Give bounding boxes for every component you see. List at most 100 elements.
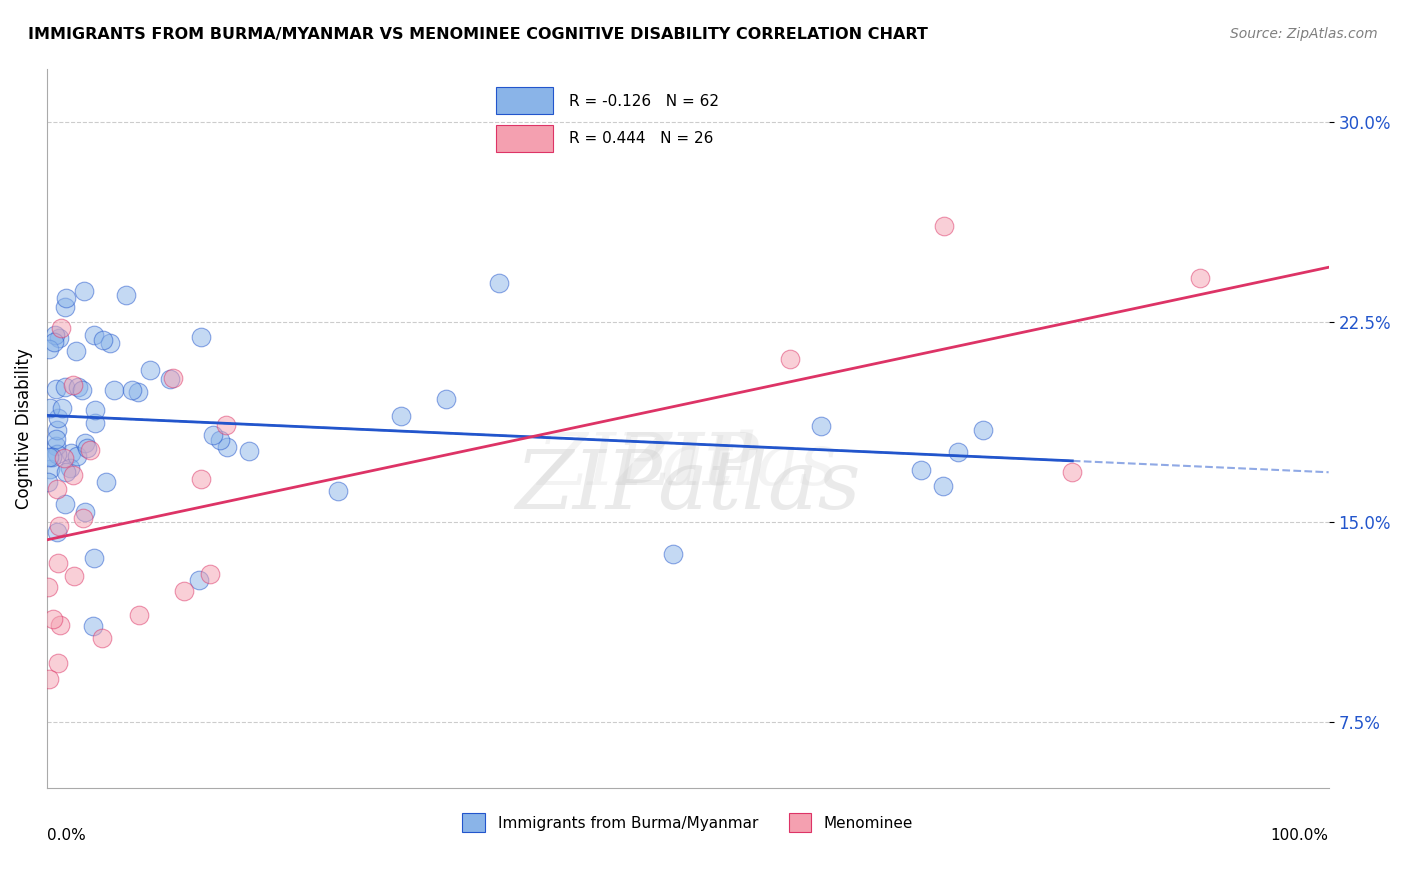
Point [162, 371, 184, 385]
Point [37, 475, 59, 490]
Point [39, 462, 62, 476]
Point [946, 445, 969, 459]
Point [103, 384, 125, 398]
Point [215, 417, 238, 432]
Point [55, 291, 77, 305]
Point [46, 556, 69, 570]
Point [38, 343, 60, 357]
Point [1189, 270, 1212, 285]
Point [45, 433, 67, 447]
Point [810, 419, 832, 434]
Point [91, 333, 114, 347]
Y-axis label: Cognitive Disability: Cognitive Disability [15, 348, 32, 508]
Legend: Immigrants from Burma/Myanmar, Menominee: Immigrants from Burma/Myanmar, Menominee [457, 807, 920, 838]
Point [53, 380, 76, 394]
Point [128, 607, 150, 622]
Point [83, 327, 105, 342]
Point [73, 435, 96, 450]
Point [910, 463, 932, 477]
Point [79, 443, 101, 458]
Point [82, 619, 104, 633]
Point [190, 472, 212, 486]
Text: Source: ZipAtlas.com: Source: ZipAtlas.com [1230, 27, 1378, 41]
Point [55, 465, 77, 479]
Point [389, 409, 412, 423]
Point [215, 440, 238, 454]
Point [44, 328, 66, 343]
Point [59, 446, 82, 460]
Point [49, 617, 72, 632]
Point [238, 443, 260, 458]
Text: IMMIGRANTS FROM BURMA/MYANMAR VS MENOMINEE COGNITIVE DISABILITY CORRELATION CHAR: IMMIGRANTS FROM BURMA/MYANMAR VS MENOMIN… [28, 27, 928, 42]
Point [55, 497, 77, 511]
Point [159, 372, 181, 386]
Point [1062, 465, 1084, 479]
Point [972, 423, 994, 437]
Point [42, 335, 65, 350]
Point [46, 525, 69, 540]
Point [70, 383, 93, 397]
Point [45, 439, 67, 453]
Text: 100.0%: 100.0% [1271, 828, 1329, 843]
Point [121, 383, 143, 397]
Point [62, 467, 84, 482]
Point [53, 450, 76, 465]
Point [46, 447, 69, 461]
Point [66, 450, 89, 464]
Point [198, 567, 221, 582]
Point [114, 288, 136, 302]
Point [188, 574, 211, 588]
Point [38, 450, 60, 465]
Point [48, 519, 70, 533]
Point [46, 657, 69, 671]
Text: R = -0.126   N = 62: R = -0.126 N = 62 [568, 94, 718, 109]
Point [49, 320, 72, 334]
Point [38, 672, 60, 686]
Point [73, 285, 96, 299]
Point [434, 392, 457, 407]
Point [67, 380, 90, 394]
Point [46, 482, 69, 496]
Point [62, 378, 84, 392]
Point [208, 433, 231, 447]
FancyBboxPatch shape [496, 87, 554, 114]
Text: ZIPatlas: ZIPatlas [515, 446, 860, 526]
Point [46, 423, 69, 437]
Text: ZIP: ZIP [617, 429, 758, 500]
Point [45, 383, 67, 397]
Point [173, 584, 195, 599]
Point [73, 505, 96, 519]
Point [662, 547, 685, 561]
Point [65, 344, 87, 359]
Point [48, 330, 70, 344]
Point [98, 336, 121, 351]
Point [932, 479, 955, 493]
Point [139, 363, 162, 377]
Text: ZIPatlas: ZIPatlas [538, 429, 838, 500]
Point [42, 612, 65, 626]
Text: 0.0%: 0.0% [46, 828, 86, 843]
Point [72, 511, 94, 525]
Point [59, 460, 82, 475]
Point [201, 427, 224, 442]
Point [91, 632, 114, 646]
Point [46, 411, 69, 425]
Point [932, 219, 955, 234]
Point [127, 385, 149, 400]
Point [328, 484, 350, 499]
Point [488, 276, 510, 290]
Point [76, 441, 98, 455]
Point [51, 401, 73, 415]
Point [53, 301, 76, 315]
Point [39, 401, 62, 415]
Point [37, 581, 59, 595]
Point [94, 475, 117, 489]
Point [83, 403, 105, 417]
FancyBboxPatch shape [496, 125, 554, 152]
Point [83, 550, 105, 565]
Point [41, 450, 63, 464]
Point [779, 352, 801, 367]
Point [62, 569, 84, 583]
Point [84, 416, 107, 430]
Text: R = 0.444   N = 26: R = 0.444 N = 26 [568, 131, 713, 146]
